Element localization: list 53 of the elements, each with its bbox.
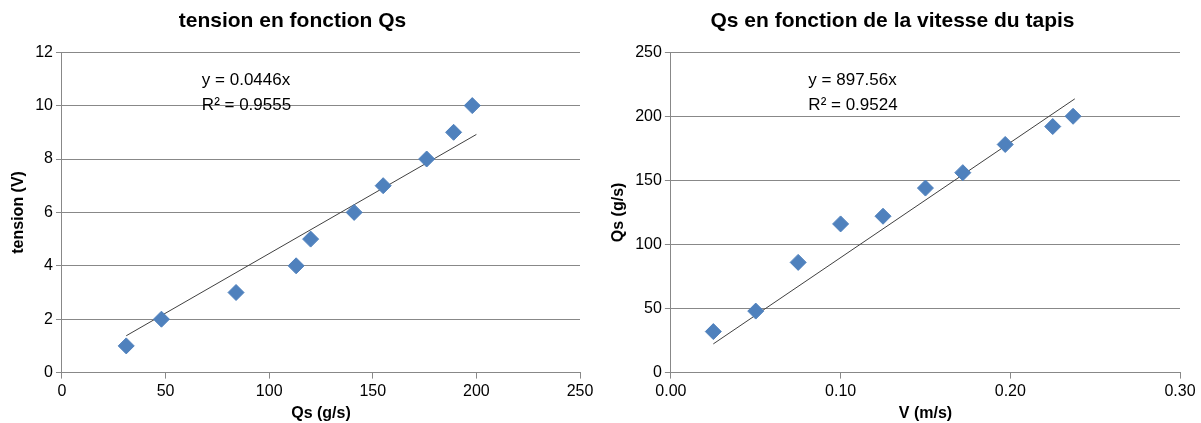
y-tick-label: 150 [635,170,662,188]
point [954,164,972,182]
point [152,310,170,328]
point [789,253,807,271]
x-tick-label: 0.20 [994,381,1026,399]
point [227,284,245,301]
annotation: R² = 0.9524 [808,95,898,115]
point [996,135,1014,153]
point [1044,118,1062,136]
annotation: y = 897.56x [808,70,898,90]
y-tick-label: 50 [644,298,662,316]
point [117,337,135,355]
x-tick-label: 100 [255,381,283,399]
x-tick-label: 0.30 [1164,381,1196,399]
point [463,97,481,115]
point [1064,107,1082,125]
y-tick-label: 10 [35,96,54,114]
y-tick-label: 6 [44,202,54,220]
x-axis-title: Qs (g/s) [291,403,351,421]
y-tick-label: 12 [35,42,54,60]
chart-title: tension en fonction Qs [178,8,407,32]
point [287,257,305,275]
point [302,230,320,248]
point [747,302,765,320]
y-tick-label: 200 [635,106,662,124]
x-tick-label: 0.00 [655,381,687,399]
y-tick-label: 250 [635,42,662,60]
y-tick-label: 8 [44,149,54,167]
x-axis-title: V (m/s) [898,403,953,421]
point [345,203,363,221]
point [374,177,392,195]
x-tick-label: 150 [359,381,387,399]
y-tick-label: 0 [44,363,54,381]
point [445,123,463,141]
chart-title: Qs en fonction de la vitesse du tapis [710,8,1075,32]
y-tick-label: 0 [652,363,662,381]
y-axis-title: Qs (g/s) [609,182,627,243]
point [916,179,934,197]
x-tick-label: 200 [463,381,490,399]
x-tick-label: 0.10 [825,381,857,399]
annotation: R² = 0.9555 [201,95,292,115]
y-tick-label: 2 [44,309,54,327]
x-tick-label: 50 [156,381,175,399]
y-tick-label: 4 [44,256,54,274]
x-tick-label: 0 [57,381,67,399]
point [418,150,436,168]
y-tick-label: 100 [635,234,662,252]
y-axis-title: tension (V) [9,171,27,254]
annotation: y = 0.0446x [201,70,291,90]
x-tick-label: 250 [566,381,594,399]
point [704,323,722,341]
point [874,207,892,225]
point [832,215,850,233]
